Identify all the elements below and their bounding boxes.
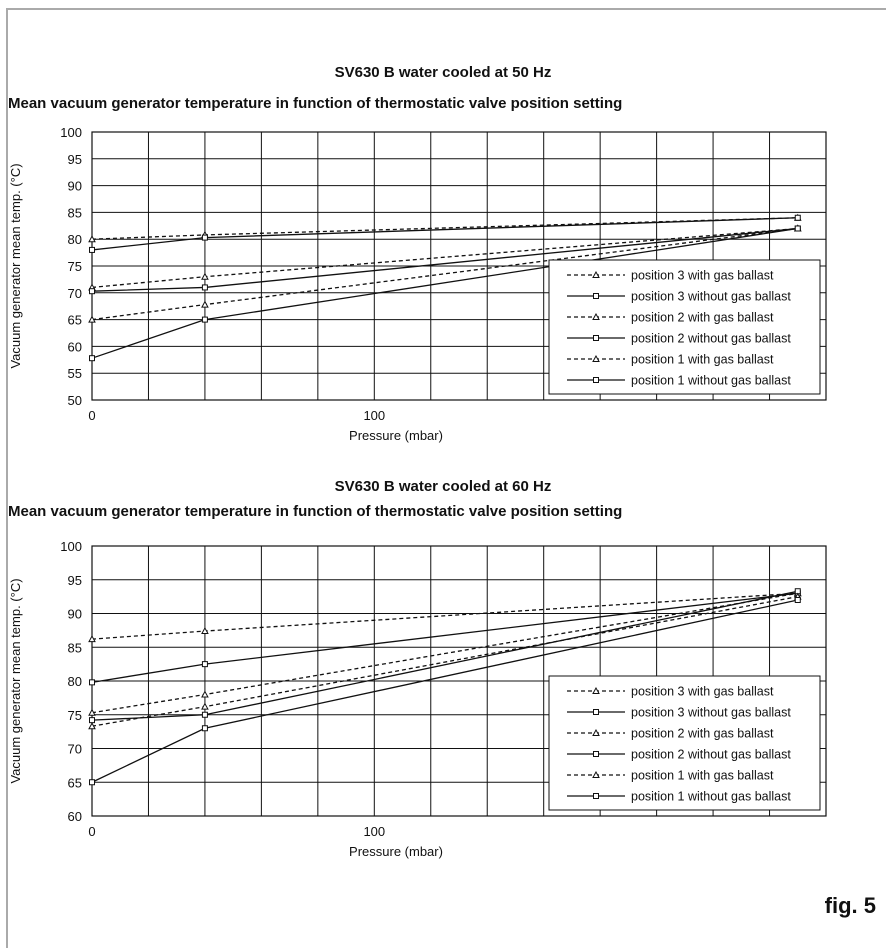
chart-50hz: 100 95 90 85 80 75 70 65 60 55 50 0 100 Pressure (mba…	[8, 125, 827, 443]
y-tick-label: 95	[68, 152, 82, 167]
legend-label: position 2 without gas ballast	[631, 748, 791, 762]
data-point-triangle	[88, 635, 96, 643]
chart1-subtitle: Mean vacuum generator temperature in fun…	[8, 95, 623, 112]
y-tick-label: 60	[68, 809, 82, 824]
y-tick-label: 100	[60, 125, 82, 140]
y-tick-label: 75	[68, 259, 82, 274]
y-tick-label: 80	[68, 232, 82, 247]
data-point-triangle	[201, 702, 209, 710]
data-point-square	[201, 661, 208, 668]
legend-box	[548, 259, 821, 395]
legend-marker-square	[593, 709, 599, 715]
legend-label: position 1 with gas ballast	[631, 769, 774, 783]
legend-label: position 2 with gas ballast	[631, 311, 774, 325]
legend-label: position 1 with gas ballast	[631, 353, 774, 367]
y-tick-label: 70	[68, 742, 82, 757]
data-point-square	[794, 597, 801, 603]
data-point-triangle	[88, 722, 96, 730]
legend: position 3 with gas ballast position 3 wi…	[548, 259, 821, 395]
data-point-square	[89, 288, 95, 295]
legend-marker-square	[593, 751, 599, 757]
legend-marker-triangle	[592, 312, 600, 320]
legend-marker-triangle	[592, 270, 600, 278]
data-point-triangle	[201, 272, 209, 280]
data-point-square	[201, 316, 208, 323]
legend-marker-square	[593, 793, 599, 799]
legend-label: position 3 without gas ballast	[631, 706, 791, 720]
y-tick-label: 85	[68, 640, 82, 655]
y-tick-label: 50	[68, 393, 82, 408]
data-point-square	[89, 679, 95, 686]
legend: position 3 with gas ballast position 3 wi…	[548, 675, 821, 811]
y-tick-label: 65	[68, 775, 82, 790]
data-point-square	[89, 355, 95, 362]
legend-box	[548, 675, 821, 811]
data-point-triangle	[88, 315, 96, 323]
legend-label: position 3 without gas ballast	[631, 290, 791, 304]
y-tick-label: 75	[68, 708, 82, 723]
plot-border	[91, 131, 827, 401]
legend-label: position 3 with gas ballast	[631, 685, 774, 699]
data-point-square	[201, 234, 208, 241]
legend-marker-triangle	[592, 686, 600, 694]
series-1	[88, 213, 802, 243]
y-tick-label: 65	[68, 313, 82, 328]
legend-marker-square	[593, 335, 599, 341]
y-axis-label: Vacuum generator mean temp. (°C)	[8, 163, 23, 368]
series-6	[89, 225, 801, 362]
legend-label: position 3 with gas ballast	[631, 269, 774, 283]
series-line	[91, 592, 798, 683]
x-tick-label: 0	[88, 408, 95, 423]
figure-label: fig. 5	[824, 893, 876, 918]
legend-marker-triangle	[592, 354, 600, 362]
y-axis-label: Vacuum generator mean temp. (°C)	[8, 578, 23, 783]
y-tick-label: 60	[68, 339, 82, 354]
data-point-square	[201, 725, 208, 732]
chart-60hz: 100 95 90 85 80 75 70 65 60 0 100 Pressure (mbar) Va…	[8, 539, 827, 859]
legend-marker-triangle	[592, 770, 600, 778]
data-point-triangle	[88, 708, 96, 716]
x-tick-label: 100	[363, 408, 385, 423]
data-point-square	[89, 779, 95, 786]
y-tick-label: 80	[68, 674, 82, 689]
y-tick-label: 70	[68, 286, 82, 301]
legend-label: position 2 without gas ballast	[631, 332, 791, 346]
data-point-square	[89, 246, 95, 253]
y-tick-label: 100	[60, 539, 82, 554]
data-point-square	[89, 717, 95, 724]
data-point-square	[201, 711, 208, 718]
chart1-title: SV630 B water cooled at 50 Hz	[334, 64, 552, 81]
series-4	[89, 588, 801, 724]
chart2-title: SV630 B water cooled at 60 Hz	[334, 478, 552, 495]
data-point-square	[794, 225, 801, 232]
y-tick-label: 90	[68, 179, 82, 194]
chart2-subtitle: Mean vacuum generator temperature in fun…	[8, 503, 623, 520]
legend-label: position 1 without gas ballast	[631, 374, 791, 388]
data-point-square	[201, 284, 208, 291]
series-6	[89, 597, 801, 786]
legend-label: position 1 without gas ballast	[631, 790, 791, 804]
x-axis-label: Pressure (mbar)	[349, 428, 443, 443]
y-tick-label: 85	[68, 205, 82, 220]
y-tick-label: 90	[68, 607, 82, 622]
data-point-triangle	[201, 690, 209, 698]
series-2	[89, 214, 801, 253]
legend-marker-square	[593, 377, 599, 383]
legend-marker-triangle	[592, 728, 600, 736]
data-point-triangle	[88, 235, 96, 243]
data-point-triangle	[201, 300, 209, 308]
series-2	[89, 590, 801, 686]
x-tick-label: 100	[363, 824, 385, 839]
data-point-square	[794, 214, 801, 221]
data-point-triangle	[201, 627, 209, 635]
legend-marker-square	[593, 293, 599, 299]
legend-label: position 2 with gas ballast	[631, 727, 774, 741]
figure-frame	[6, 8, 886, 948]
y-tick-label: 55	[68, 366, 82, 381]
x-axis-label: Pressure (mbar)	[349, 844, 443, 859]
x-tick-label: 0	[88, 824, 95, 839]
y-tick-label: 95	[68, 573, 82, 588]
